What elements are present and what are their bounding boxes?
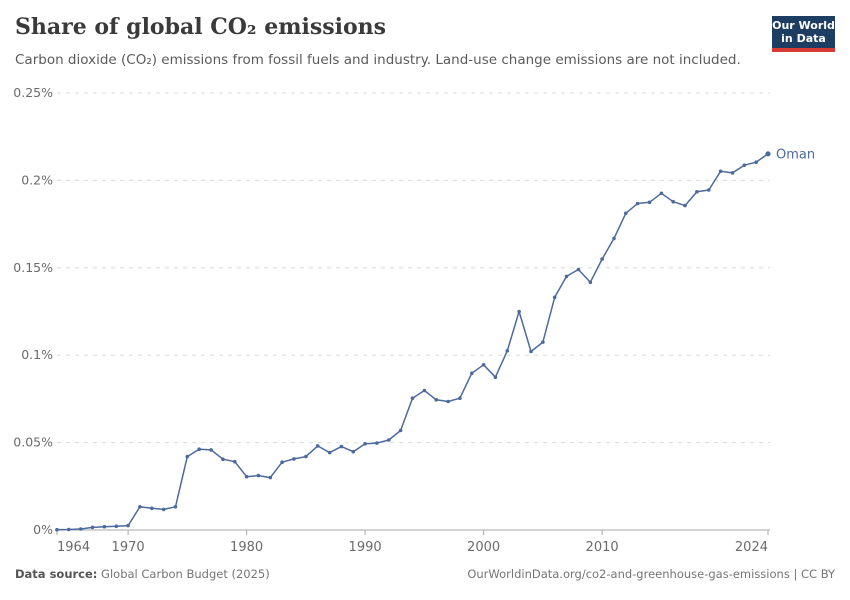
data-point[interactable] (683, 203, 687, 208)
chart-subtitle: Carbon dioxide (CO₂) emissions from foss… (15, 52, 741, 68)
data-point[interactable] (754, 160, 758, 164)
x-axis-label: 2000 (467, 540, 500, 555)
data-point[interactable] (375, 441, 379, 445)
data-point[interactable] (197, 447, 201, 452)
data-point[interactable] (470, 371, 474, 376)
data-point[interactable] (256, 473, 261, 478)
y-axis-label: 0% (33, 522, 53, 537)
data-point[interactable] (493, 375, 498, 380)
series-end-label[interactable]: Oman (776, 147, 815, 162)
data-point[interactable] (398, 428, 403, 433)
data-point[interactable] (138, 505, 142, 509)
data-point[interactable] (90, 525, 95, 530)
data-point[interactable] (410, 396, 415, 401)
owid-logo[interactable]: Our World in Data (772, 16, 835, 52)
data-point[interactable] (695, 190, 699, 194)
data-point[interactable] (387, 438, 391, 442)
data-source-label: Data source: (15, 567, 98, 581)
data-point[interactable] (505, 349, 510, 353)
data-point[interactable] (576, 267, 581, 272)
data-point[interactable] (173, 505, 178, 509)
data-point[interactable] (481, 363, 486, 367)
x-axis-label: 1970 (112, 540, 145, 555)
data-point[interactable] (280, 460, 284, 465)
data-point[interactable] (600, 257, 604, 261)
data-point[interactable] (161, 507, 166, 512)
data-point[interactable] (327, 450, 332, 455)
data-point[interactable] (529, 349, 533, 354)
data-point[interactable] (114, 524, 119, 529)
x-axis-label: 1990 (349, 540, 382, 555)
data-point[interactable] (55, 527, 59, 532)
data-point[interactable] (765, 151, 771, 157)
data-point[interactable] (185, 454, 190, 459)
x-axis-label: 2024 (735, 540, 768, 555)
data-point[interactable] (126, 523, 130, 528)
data-point[interactable] (434, 398, 439, 402)
x-axis-label: 1964 (57, 540, 90, 555)
data-point[interactable] (671, 199, 675, 204)
data-point[interactable] (458, 396, 462, 401)
data-point[interactable] (624, 211, 628, 216)
y-axis-label: 0.15% (13, 260, 53, 275)
data-source-value: Global Carbon Budget (2025) (97, 567, 270, 581)
data-point[interactable] (541, 340, 545, 344)
data-point[interactable] (221, 457, 225, 462)
data-point[interactable] (742, 163, 747, 167)
chart-footer: Data source: Global Carbon Budget (2025)… (15, 567, 835, 583)
data-point[interactable] (351, 449, 356, 454)
data-point[interactable] (612, 236, 616, 241)
data-point[interactable] (233, 459, 237, 464)
x-axis-label: 1980 (230, 540, 263, 555)
trend-line[interactable] (56, 153, 769, 531)
page-title: Share of global CO₂ emissions (15, 14, 387, 40)
x-axis-label: 2010 (586, 540, 619, 555)
data-source-note: Data source: Global Carbon Budget (2025) (15, 567, 270, 581)
data-point[interactable] (304, 454, 308, 459)
data-point[interactable] (647, 200, 652, 205)
data-point[interactable] (422, 388, 427, 393)
data-point[interactable] (517, 309, 521, 314)
data-point[interactable] (718, 169, 723, 174)
attribution-link: OurWorldinData.org/co2-and-greenhouse-ga… (467, 567, 835, 581)
data-point[interactable] (552, 295, 557, 300)
data-point[interactable] (588, 280, 593, 285)
y-axis-label: 0.2% (21, 172, 53, 187)
data-point[interactable] (315, 444, 320, 448)
data-point[interactable] (244, 474, 249, 479)
data-point[interactable] (446, 399, 450, 404)
data-point[interactable] (339, 444, 344, 449)
data-point[interactable] (67, 527, 71, 532)
y-axis-label: 0.05% (13, 435, 53, 450)
data-point[interactable] (102, 524, 107, 529)
data-point[interactable] (730, 171, 735, 175)
data-point[interactable] (150, 506, 154, 511)
data-point[interactable] (564, 274, 569, 279)
data-point[interactable] (659, 191, 664, 196)
data-point[interactable] (268, 475, 273, 480)
logo-line1: Our World (772, 19, 835, 32)
data-point[interactable] (707, 188, 711, 192)
data-point[interactable] (292, 457, 296, 461)
y-axis-label: 0.25% (13, 85, 53, 100)
data-point[interactable] (635, 201, 640, 206)
y-axis-label: 0.1% (21, 347, 53, 362)
data-point[interactable] (363, 442, 367, 446)
data-point[interactable] (78, 527, 83, 531)
data-point[interactable] (209, 448, 213, 452)
logo-line2: in Data (781, 32, 826, 45)
